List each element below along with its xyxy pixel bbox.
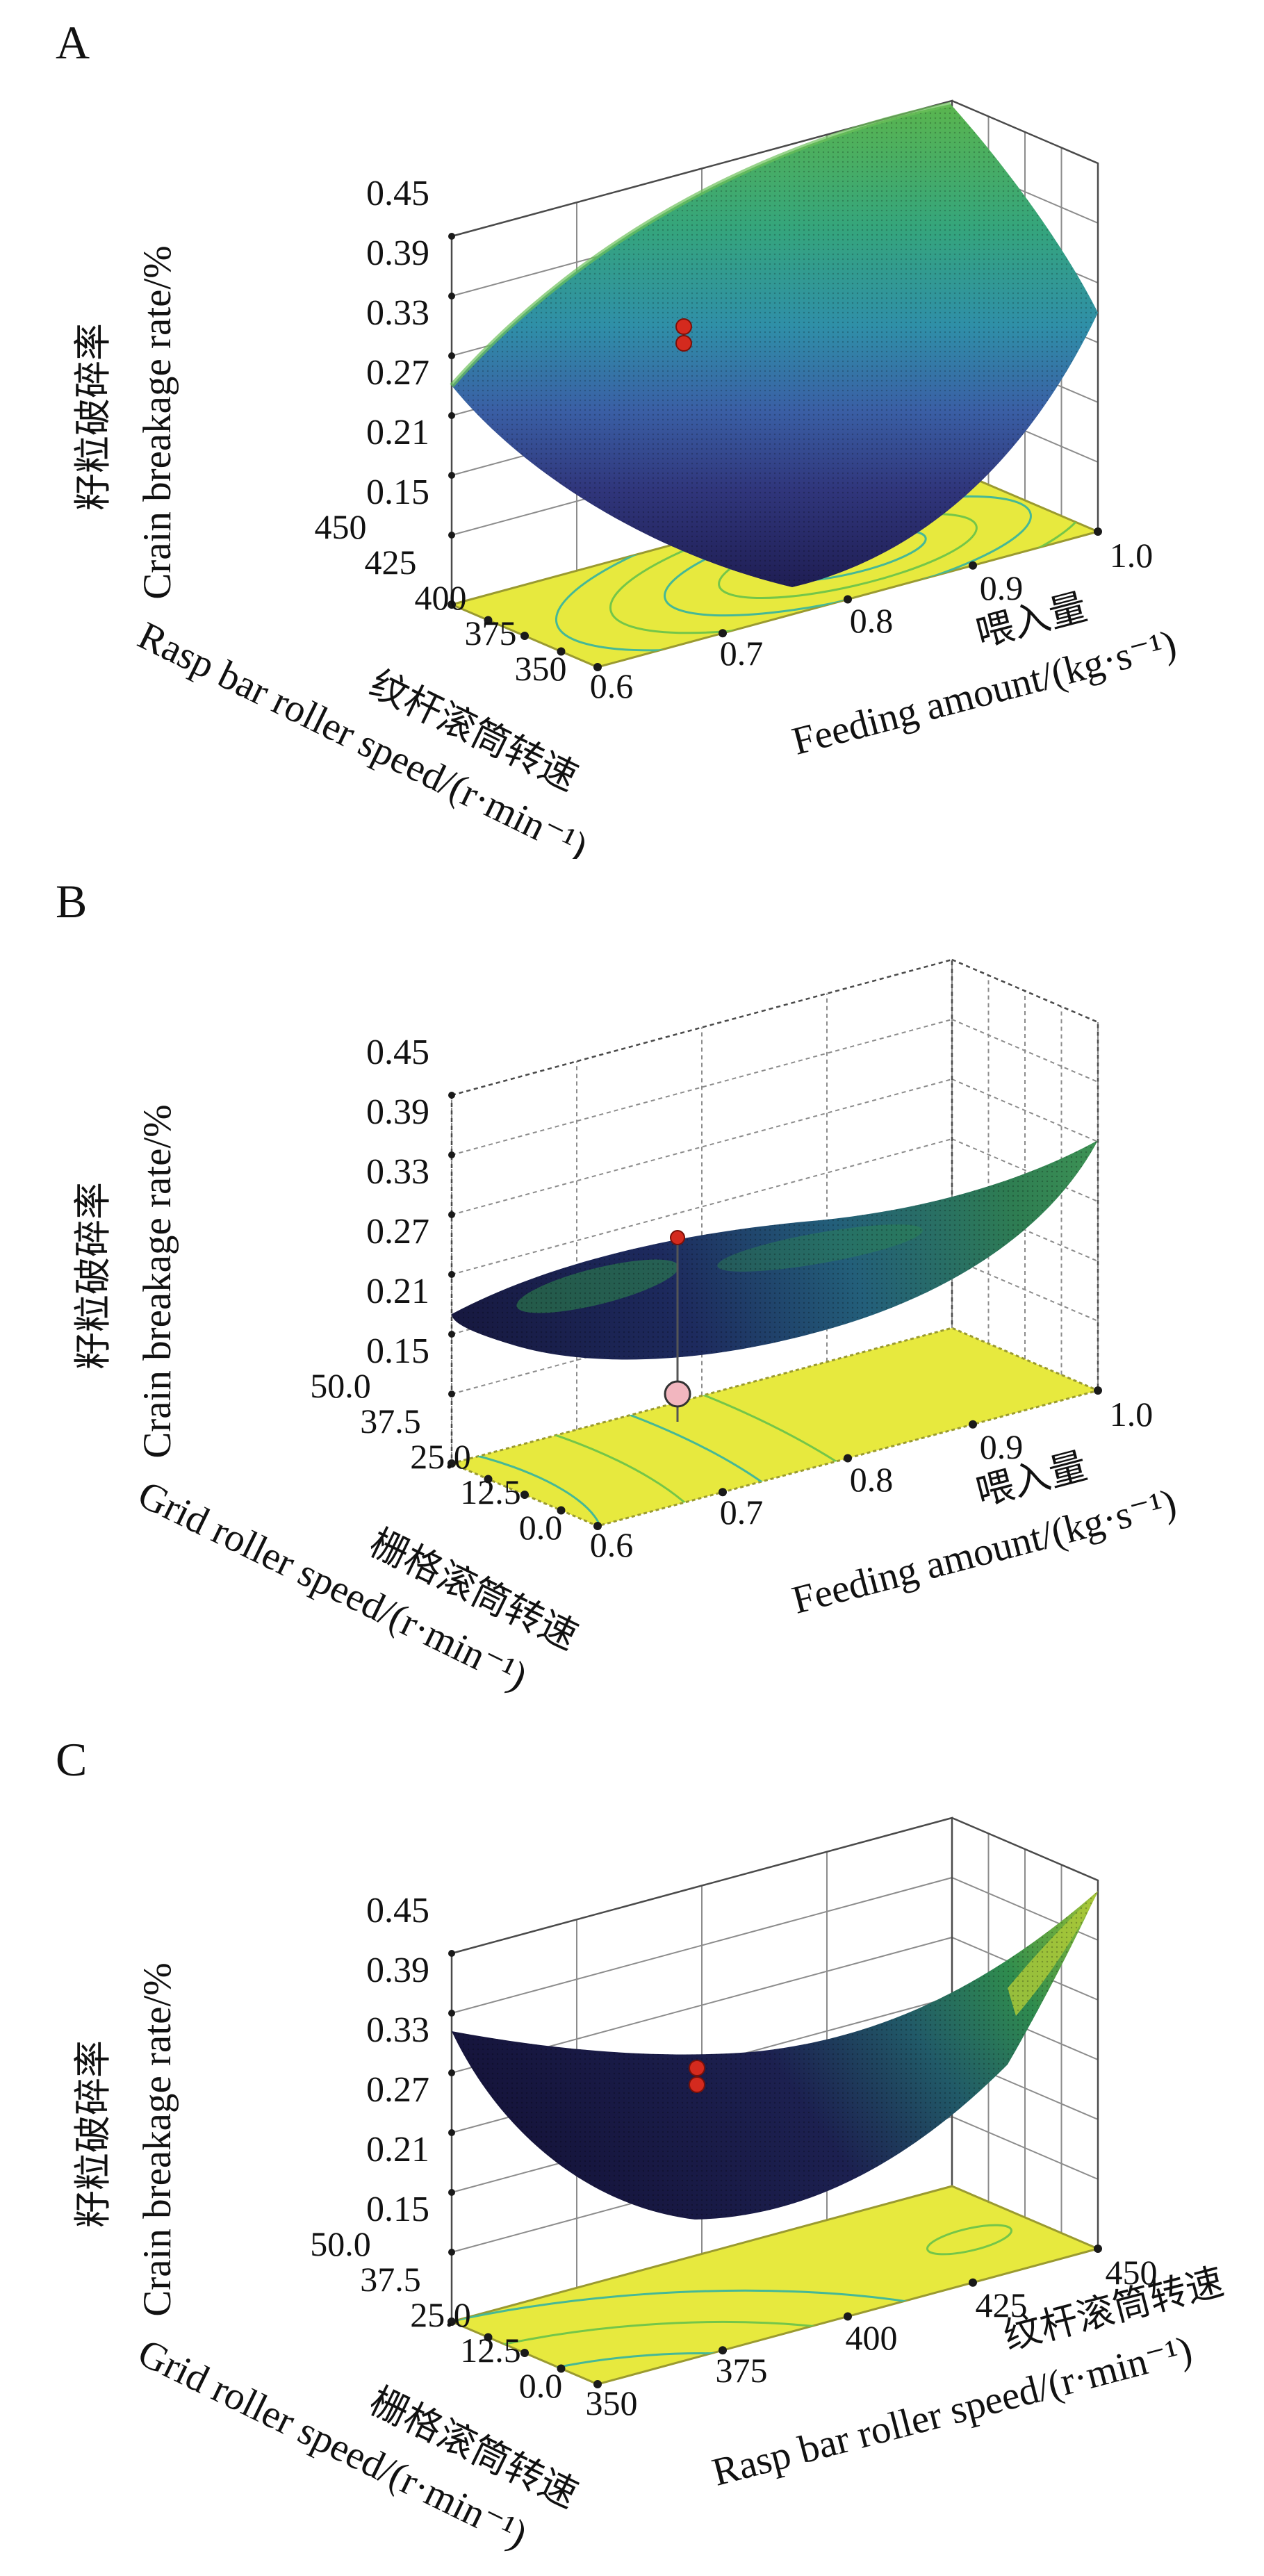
right-tick-label: 0.8 — [850, 601, 894, 640]
z-tick-label: 0.45 — [366, 174, 429, 213]
design-point-marker — [689, 2060, 705, 2093]
tick-dots — [448, 1950, 1102, 2388]
surface-plot-a: A 0.45 0.39 0.33 — [56, 16, 1181, 859]
z-tick-label: 0.33 — [366, 1152, 429, 1192]
below-surface-point — [664, 1380, 691, 1408]
right-tick-label: 1.0 — [1110, 1395, 1154, 1434]
response-surface — [450, 101, 1098, 587]
z-axis-title-zh: 籽粒破碎率 — [72, 323, 114, 511]
left-axis: 450 425 400 375 350 纹杆滚筒转速 Rasp bar roll… — [131, 507, 594, 859]
z-tick-label: 0.27 — [366, 353, 429, 393]
z-tick-label: 0.15 — [366, 2190, 429, 2229]
right-tick-label: 0.6 — [590, 1525, 634, 1564]
right-tick-label: 0.6 — [590, 666, 634, 705]
z-tick-label: 0.33 — [366, 293, 429, 333]
left-tick-label: 375 — [465, 614, 517, 653]
z-axis-title-zh: 籽粒破碎率 — [72, 2040, 114, 2228]
right-tick-label: 0.7 — [720, 634, 764, 673]
right-tick-label: 450 — [1106, 2253, 1158, 2292]
left-axis: 50.0 37.5 25.0 12.5 0.0 栅格滚筒转速 Grid roll… — [131, 2224, 584, 2557]
left-tick-label: 12.5 — [460, 2331, 521, 2370]
z-tick-label: 0.27 — [366, 2070, 429, 2110]
response-surface — [452, 1891, 1098, 2220]
left-tick-label: 12.5 — [460, 1472, 521, 1511]
floor-contours — [452, 2224, 1085, 2384]
right-tick-label: 1.0 — [1110, 536, 1154, 575]
z-tick-label: 0.39 — [366, 1092, 429, 1132]
right-tick-label: 350 — [586, 2384, 638, 2422]
right-tick-label: 0.9 — [980, 1427, 1024, 1466]
z-tick-label: 0.39 — [366, 1951, 429, 1990]
panel-letter: B — [56, 875, 87, 928]
z-tick-label: 0.33 — [366, 2010, 429, 2050]
tick-dots — [448, 233, 1102, 671]
left-tick-label: 50.0 — [310, 2224, 371, 2263]
left-tick-label: 0.0 — [519, 2366, 563, 2405]
left-tick-label: 37.5 — [360, 2260, 421, 2299]
tick-dots — [448, 1092, 1102, 1530]
response-surface — [452, 1140, 1098, 1360]
panel-a: A 0.45 0.39 0.33 — [0, 0, 1264, 859]
z-tick-label: 0.15 — [366, 1331, 429, 1371]
left-tick-label: 37.5 — [360, 1402, 421, 1441]
z-axis: 0.45 0.39 0.33 0.27 0.21 0.15 籽粒破碎率 Crai… — [72, 1033, 429, 1459]
z-tick-label: 0.21 — [366, 2130, 429, 2169]
z-axis: 0.45 0.39 0.33 0.27 0.21 0.15 籽粒破碎率 Crai… — [72, 1891, 429, 2317]
right-tick-label: 0.9 — [980, 568, 1024, 607]
z-tick-label: 0.45 — [366, 1891, 429, 1930]
design-point-marker — [675, 318, 692, 352]
panel-letter: C — [56, 1733, 87, 1786]
right-tick-label: 0.7 — [720, 1493, 764, 1532]
right-tick-label: 375 — [716, 2351, 768, 2390]
right-tick-label: 400 — [846, 2318, 898, 2357]
z-axis-title-en: Crain breakage rate/% — [136, 245, 179, 600]
right-axis-title-en: Rasp bar roller speed/(r·min⁻¹) — [708, 2328, 1197, 2495]
z-tick-label: 0.45 — [366, 1033, 429, 1072]
surface-plot-c: C 0.45 0.39 0.33 0.27 0.21 — [56, 1733, 1228, 2557]
z-tick-label: 0.39 — [366, 233, 429, 273]
left-tick-label: 25.0 — [410, 2295, 471, 2334]
left-tick-label: 425 — [365, 543, 417, 582]
panel-c: C 0.45 0.39 0.33 0.27 0.21 — [0, 1717, 1264, 2576]
z-axis-title-en: Crain breakage rate/% — [136, 1104, 179, 1459]
design-point-marker — [664, 1230, 691, 1422]
z-tick-label: 0.21 — [366, 413, 429, 452]
right-tick-label: 0.8 — [850, 1460, 894, 1499]
left-tick-label: 25.0 — [410, 1437, 471, 1476]
z-axis-title-en: Crain breakage rate/% — [136, 1962, 179, 2317]
left-tick-label: 450 — [315, 507, 367, 546]
left-tick-label: 350 — [515, 649, 567, 688]
panel-letter: A — [56, 16, 90, 69]
left-tick-label: 50.0 — [310, 1366, 371, 1405]
z-tick-label: 0.27 — [366, 1212, 429, 1252]
z-axis: 0.45 0.39 0.33 0.27 0.21 0.15 籽粒破碎率 Crai… — [72, 174, 429, 600]
left-axis: 50.0 37.5 25.0 12.5 0.0 栅格滚筒转速 Grid roll… — [131, 1366, 584, 1698]
surface-plot-b: B 0.45 0.39 0.33 0.27 0 — [56, 875, 1181, 1698]
z-tick-label: 0.15 — [366, 473, 429, 512]
panel-b: B 0.45 0.39 0.33 0.27 0 — [0, 859, 1264, 1717]
left-tick-label: 400 — [415, 578, 467, 617]
z-tick-label: 0.21 — [366, 1272, 429, 1311]
right-tick-label: 425 — [976, 2286, 1028, 2324]
z-axis-title-zh: 籽粒破碎率 — [72, 1182, 114, 1370]
left-tick-label: 0.0 — [519, 1508, 563, 1547]
